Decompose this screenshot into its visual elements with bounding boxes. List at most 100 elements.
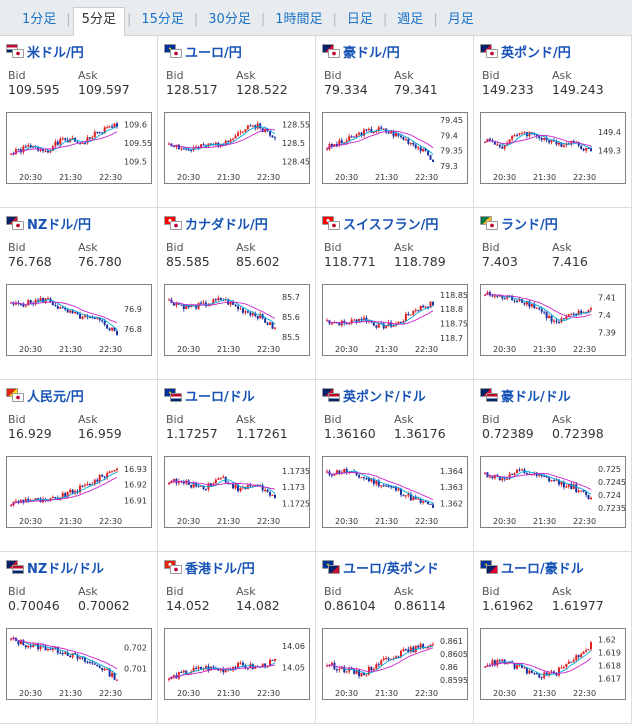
candle-body bbox=[182, 481, 185, 484]
candle-body bbox=[395, 487, 398, 491]
candle-body bbox=[219, 297, 222, 300]
pair-link[interactable]: カナダドル/円 bbox=[164, 213, 268, 233]
pair-link[interactable]: NZドル/円 bbox=[6, 213, 91, 233]
tab-2[interactable]: 5分足 bbox=[72, 7, 125, 36]
mini-chart[interactable]: 1.364 1.363 1.362 20:30 21:30 22:30 bbox=[322, 456, 468, 528]
tab-4[interactable]: 30分足 bbox=[208, 11, 251, 27]
pair-link[interactable]: ユーロ/ドル bbox=[164, 385, 255, 405]
pair-link[interactable]: 米ドル/円 bbox=[6, 41, 84, 61]
candle-body bbox=[387, 322, 390, 326]
pair-name: ユーロ/円 bbox=[185, 45, 242, 61]
ma-long-line bbox=[326, 471, 434, 501]
tab-6[interactable]: 日足 bbox=[346, 11, 373, 27]
candle-body bbox=[83, 315, 86, 317]
candlestick-chart: 128.55 128.5 128.45 20:30 21:30 22:30 bbox=[168, 120, 310, 182]
mini-chart[interactable]: 128.55 128.5 128.45 20:30 21:30 22:30 bbox=[164, 112, 310, 184]
candle-body bbox=[577, 310, 580, 316]
pair-link[interactable]: 英ポンド/円 bbox=[480, 41, 571, 61]
ma-long-line bbox=[484, 472, 592, 490]
candle-body bbox=[525, 301, 528, 305]
x-tick-label: 22:30 bbox=[573, 345, 596, 354]
candle-body bbox=[404, 649, 407, 651]
candle-body bbox=[249, 485, 252, 487]
pair-link[interactable]: 香港ドル/円 bbox=[164, 557, 255, 577]
mini-chart[interactable]: 149.4 149.3 20:30 21:30 22:30 bbox=[480, 112, 626, 184]
tab-7[interactable]: 週足 bbox=[397, 11, 424, 27]
mini-chart[interactable]: 85.7 85.6 85.5 20:30 21:30 22:30 bbox=[164, 284, 310, 356]
candle-body bbox=[496, 660, 499, 666]
candle-body bbox=[577, 655, 580, 658]
candle-body bbox=[46, 298, 49, 300]
tab-separator: | bbox=[382, 11, 388, 27]
mini-chart[interactable]: 0.725 0.7245 0.724 0.7235 20:30 21:30 22:30 bbox=[480, 456, 626, 528]
candle-body bbox=[422, 148, 425, 152]
flag-gb-icon bbox=[328, 565, 340, 574]
candle-body bbox=[83, 657, 86, 662]
mini-chart[interactable]: 16.93 16.92 16.91 20:30 21:30 22:30 bbox=[6, 456, 152, 528]
candle-body bbox=[103, 476, 106, 478]
candle-body bbox=[543, 311, 546, 313]
candle-body bbox=[567, 143, 570, 145]
ask-value: 0.70062 bbox=[78, 598, 130, 613]
candle-body bbox=[419, 147, 422, 152]
y-tick-label: 85.6 bbox=[282, 313, 300, 322]
mini-chart[interactable]: 7.41 7.4 7.39 20:30 21:30 22:30 bbox=[480, 284, 626, 356]
candle-body bbox=[511, 473, 514, 475]
candle-body bbox=[520, 664, 523, 668]
pair-link[interactable]: ユーロ/英ポンド bbox=[322, 557, 439, 577]
candle-body bbox=[414, 310, 417, 312]
mini-chart[interactable]: 76.9 76.8 20:30 21:30 22:30 bbox=[6, 284, 152, 356]
bid-value: 149.233 bbox=[482, 82, 534, 97]
bid-value: 16.929 bbox=[8, 426, 52, 441]
candle-body bbox=[22, 146, 25, 153]
candle-body bbox=[365, 478, 368, 480]
pair-link[interactable]: 豪ドル/ドル bbox=[480, 385, 571, 405]
tab-5[interactable]: 1時間足 bbox=[275, 11, 323, 27]
mini-chart[interactable]: 0.861 0.8605 0.86 0.8595 20:30 21:30 22:30 bbox=[322, 628, 468, 700]
candle-body bbox=[343, 320, 346, 324]
candle-body bbox=[585, 148, 588, 151]
candle-body bbox=[261, 485, 264, 491]
candle-body bbox=[187, 149, 190, 151]
pair-link[interactable]: 英ポンド/ドル bbox=[322, 385, 426, 405]
candle-body bbox=[88, 662, 91, 664]
pair-link[interactable]: 豪ドル/円 bbox=[322, 41, 400, 61]
y-tick-label: 7.4 bbox=[598, 311, 611, 320]
pair-link[interactable]: NZドル/ドル bbox=[6, 557, 104, 577]
pair-link[interactable]: ランド/円 bbox=[480, 213, 558, 233]
candle-body bbox=[572, 484, 575, 489]
mini-chart[interactable]: 1.62 1.619 1.618 1.617 20:30 21:30 22:30 bbox=[480, 628, 626, 700]
mini-chart[interactable]: 118.85 118.8 118.75 118.7 20:30 21:30 22:30 bbox=[322, 284, 468, 356]
mini-chart[interactable]: 0.702 0.701 20:30 21:30 22:30 bbox=[6, 628, 152, 700]
mini-chart[interactable]: 109.6 109.55 109.5 20:30 21:30 22:30 bbox=[6, 112, 152, 184]
pair-link[interactable]: スイスフラン/円 bbox=[322, 213, 438, 233]
mini-chart[interactable]: 1.1735 1.173 1.1725 20:30 21:30 22:30 bbox=[164, 456, 310, 528]
candle-body bbox=[372, 668, 375, 671]
pair-link[interactable]: 人民元/円 bbox=[6, 385, 84, 405]
candle-body bbox=[61, 493, 64, 498]
candle-body bbox=[274, 137, 276, 139]
candle-body bbox=[86, 661, 89, 663]
candle-body bbox=[511, 136, 514, 140]
candle-body bbox=[503, 145, 506, 149]
tab-3[interactable]: 15分足 bbox=[141, 11, 184, 27]
pair-link[interactable]: ユーロ/円 bbox=[164, 41, 242, 61]
mini-chart[interactable]: 79.45 79.4 79.35 79.3 20:30 21:30 22:30 bbox=[322, 112, 468, 184]
pair-link[interactable]: ユーロ/豪ドル bbox=[480, 557, 584, 577]
candle-body bbox=[530, 304, 533, 307]
mini-chart[interactable]: 14.06 14.05 20:30 21:30 22:30 bbox=[164, 628, 310, 700]
y-tick-label: 1.364 bbox=[440, 467, 463, 476]
candle-body bbox=[249, 125, 252, 127]
candle-body bbox=[545, 672, 548, 676]
tab-1[interactable]: 1分足 bbox=[22, 11, 57, 27]
candle-body bbox=[557, 142, 560, 145]
candle-body bbox=[19, 303, 22, 305]
candle-body bbox=[10, 638, 12, 640]
candle-body bbox=[409, 647, 412, 652]
candle-body bbox=[96, 479, 99, 482]
candle-body bbox=[570, 483, 573, 489]
candle-body bbox=[42, 149, 45, 151]
candle-body bbox=[333, 474, 336, 476]
tab-8[interactable]: 月足 bbox=[447, 11, 474, 27]
candlestick-chart: 118.85 118.8 118.75 118.7 20:30 21:30 22:30 bbox=[326, 291, 468, 354]
